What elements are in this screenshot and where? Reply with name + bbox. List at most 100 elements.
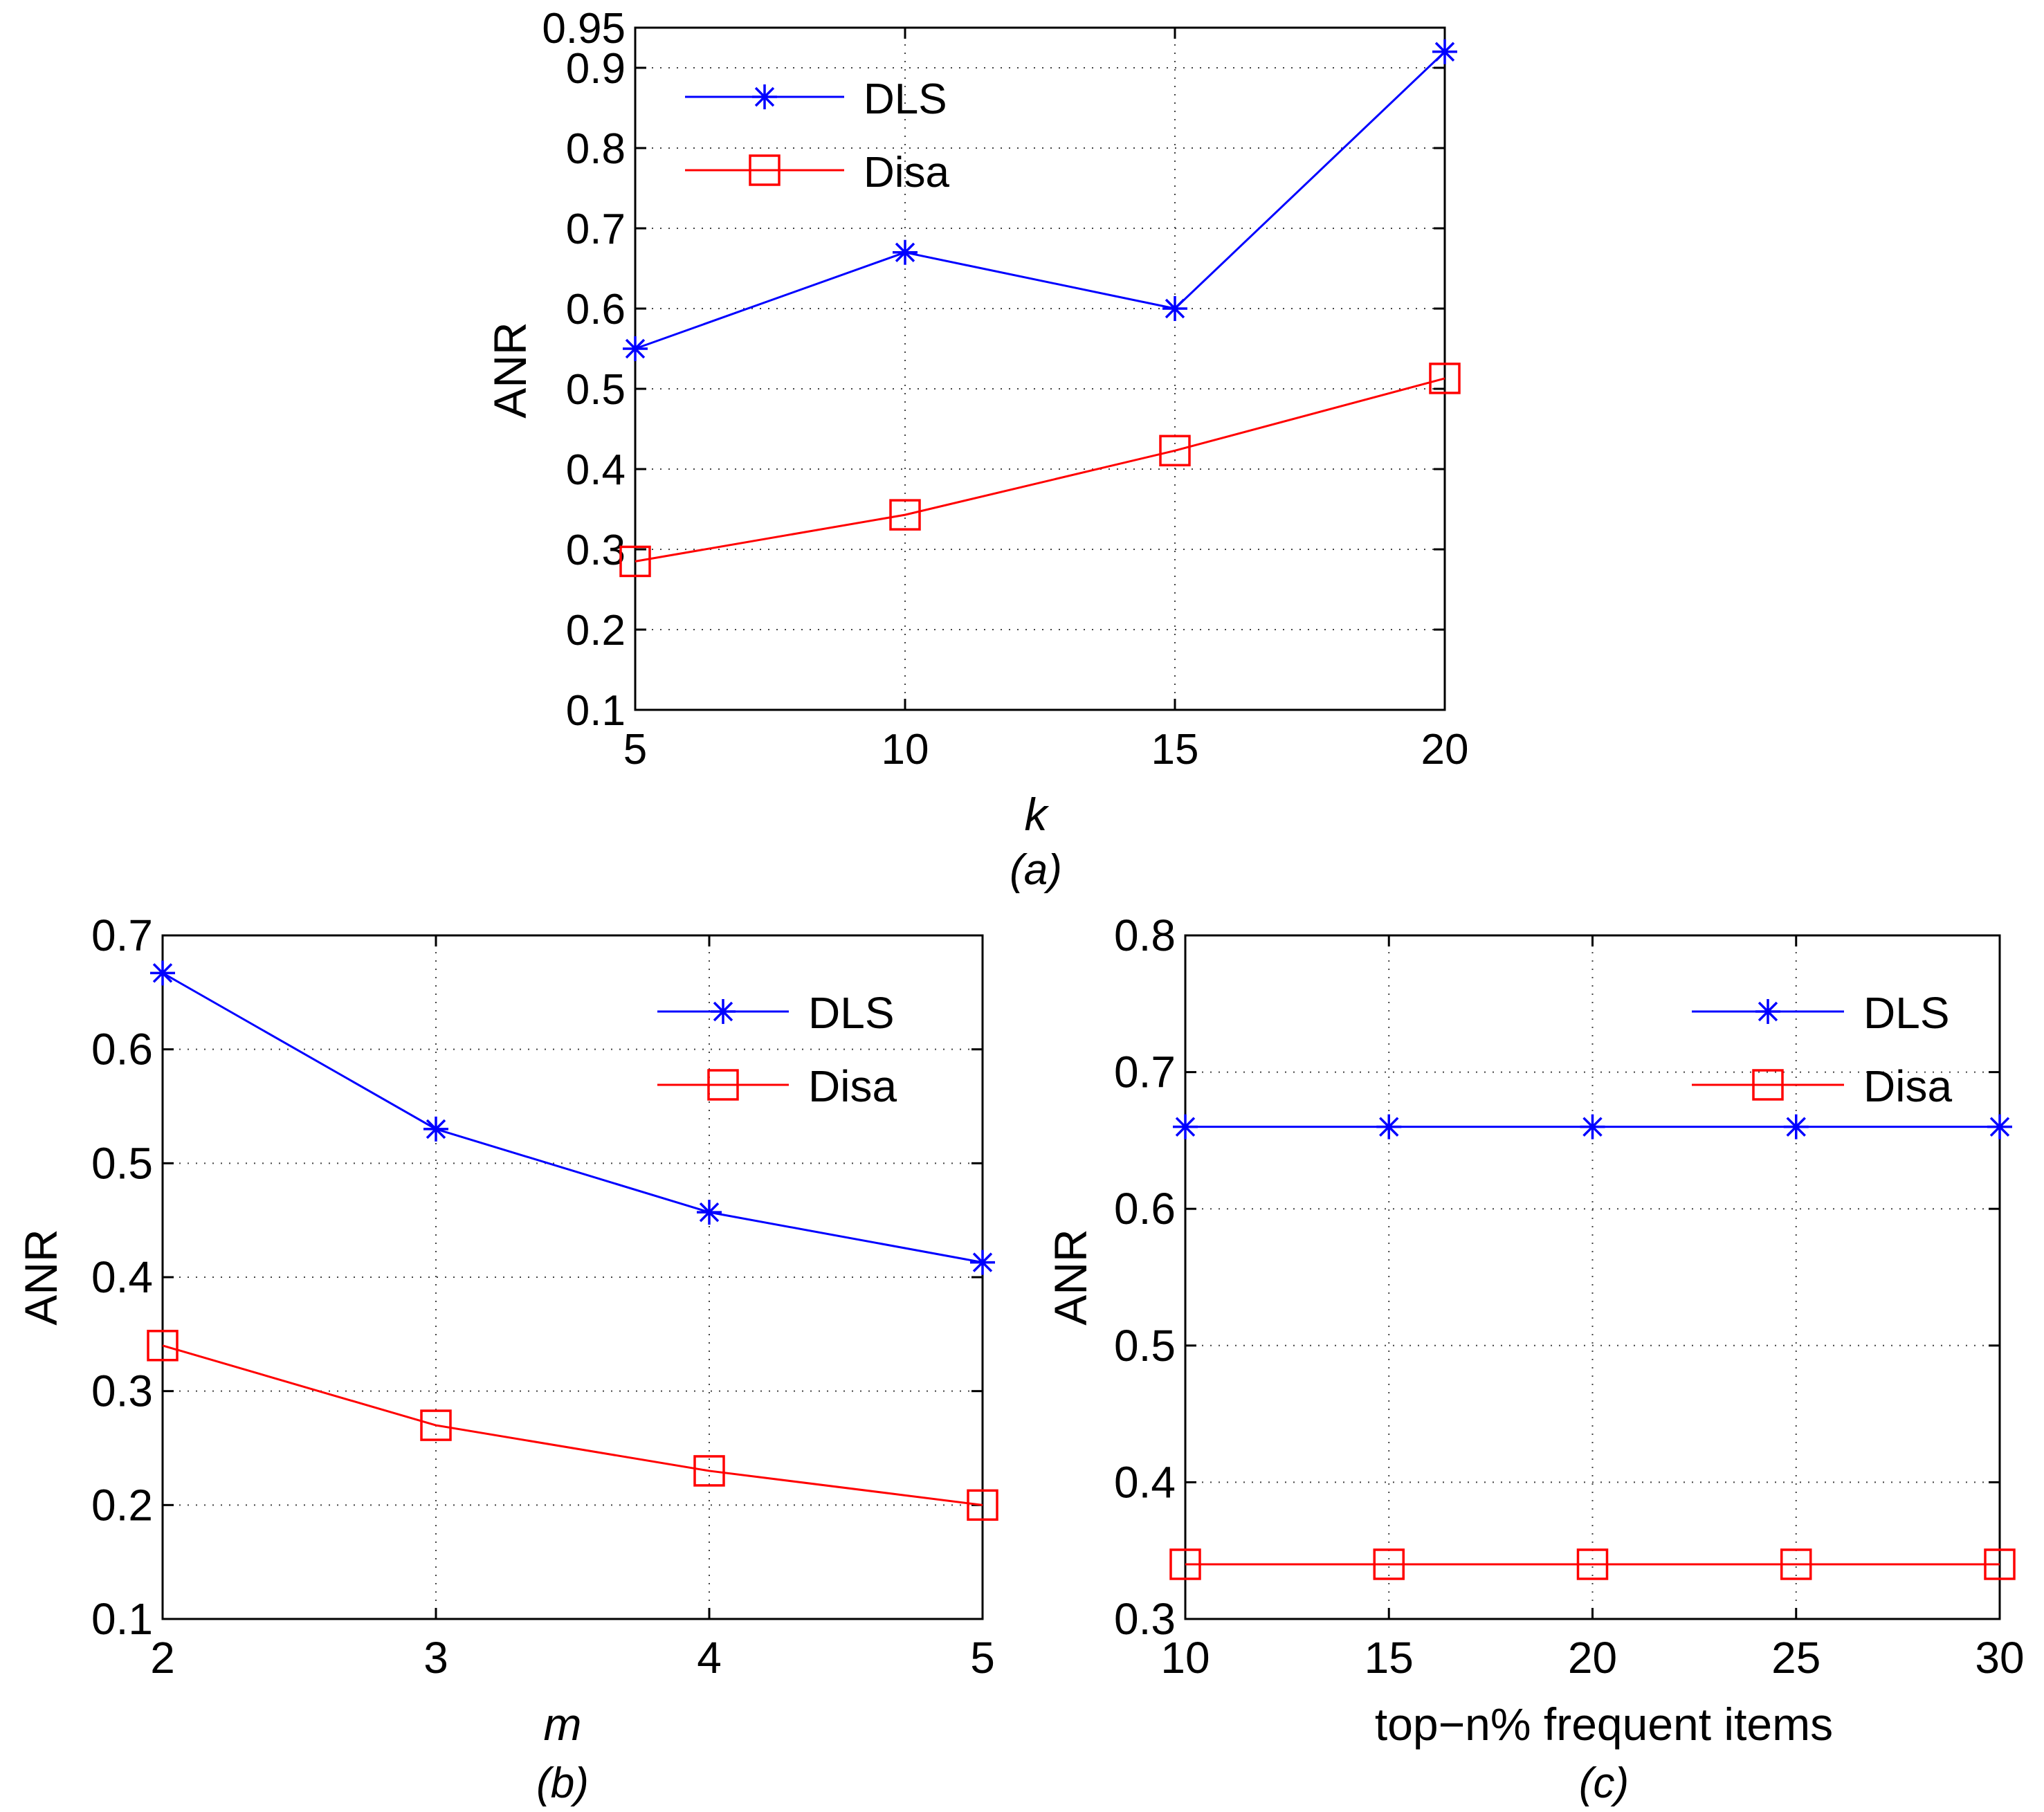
series-dls [150, 960, 995, 1275]
legend-marker-asterisk [752, 84, 777, 109]
data-point-square [1780, 1548, 1812, 1580]
data-point-square [1429, 363, 1461, 394]
x-tick-label: 2 [150, 1633, 175, 1683]
data-point-square [1984, 1548, 2016, 1580]
x-axis-label: k [1025, 789, 1050, 840]
legend-label: Disa [1863, 1061, 1952, 1111]
y-tick-label: 0.4 [1114, 1457, 1176, 1507]
x-tick-label: 5 [970, 1633, 995, 1683]
x-tick-label: 5 [623, 726, 647, 774]
data-point-square [889, 499, 921, 531]
y-tick-label: 0.5 [91, 1138, 153, 1188]
legend: DLS Disa [1692, 988, 1952, 1111]
y-tick-label: 0.4 [91, 1252, 153, 1302]
y-axis-label: ANR [484, 322, 536, 418]
legend-label: DLS [1863, 988, 1950, 1038]
data-point-square [1576, 1548, 1609, 1580]
y-tick-label: 0.7 [566, 205, 626, 253]
y-tick-label: 0.5 [566, 366, 626, 414]
data-point-square [967, 1489, 998, 1521]
x-tick-label: 20 [1568, 1633, 1617, 1683]
data-point-asterisk [623, 336, 648, 361]
y-tick-label: 0.2 [91, 1480, 153, 1530]
y-axis-label: ANR [15, 1229, 66, 1325]
data-point-asterisk [1173, 1114, 1198, 1140]
legend-marker-square [1752, 1069, 1784, 1101]
x-tick-label: 3 [423, 1633, 448, 1683]
subfigure-caption: (c) [1579, 1759, 1629, 1807]
legend-marker-square [749, 154, 781, 186]
subfigure-caption: (b) [536, 1759, 589, 1807]
y-tick-label: 0.1 [566, 687, 626, 735]
y-tick-label: 0.6 [1114, 1184, 1176, 1234]
x-tick-label: 20 [1421, 726, 1469, 774]
legend: DLS Disa [685, 75, 950, 196]
x-tick-label: 30 [1975, 1633, 2024, 1683]
gridlines [635, 28, 1445, 710]
y-tick-label: 0.2 [566, 607, 626, 655]
y-tick-label: 0.7 [91, 910, 153, 960]
data-point-square [420, 1409, 452, 1441]
series-line [635, 377, 1445, 562]
chart-c: 10 15 20 25 30 0.3 0.4 0.5 0.6 0.7 0.8 ANR top−n% fr… [1045, 910, 2025, 1807]
legend-label: Disa [808, 1061, 897, 1111]
series-dls [1173, 1114, 2012, 1140]
subfigure-caption: (a) [1010, 846, 1062, 894]
y-tick-label: 0.7 [1114, 1047, 1176, 1097]
data-point-asterisk [697, 1200, 722, 1225]
data-point-asterisk [1432, 39, 1457, 64]
data-point-square [1373, 1548, 1405, 1580]
plot-frame [161, 934, 984, 1620]
x-tick-label: 15 [1365, 1633, 1414, 1683]
series-dls [623, 39, 1457, 361]
x-tick-label: 10 [1160, 1633, 1210, 1683]
series-line [162, 1344, 983, 1506]
x-axis-label: top−n% frequent items [1375, 1699, 1833, 1750]
y-tick-label: 0.5 [1114, 1321, 1176, 1371]
y-tick-label: 0.6 [566, 286, 626, 333]
series-disa [1169, 1548, 2016, 1580]
data-point-asterisk [1783, 1114, 1809, 1140]
data-point-square [1169, 1548, 1201, 1580]
legend-marker-asterisk [711, 999, 736, 1024]
legend-label: DLS [808, 988, 895, 1038]
y-tick-label: 0.9 [566, 45, 626, 93]
data-point-square [619, 545, 651, 578]
chart-b: 2 3 4 5 0.1 0.2 0.3 0.4 0.5 0.6 0.7 ANR m (b) DLS Disa [15, 910, 998, 1807]
series-disa [147, 1330, 998, 1521]
legend-marker-square [707, 1069, 739, 1101]
x-tick-label: 15 [1151, 726, 1199, 774]
data-point-asterisk [423, 1116, 448, 1142]
data-point-asterisk [150, 960, 175, 986]
data-point-square [1159, 434, 1191, 467]
gridlines [163, 935, 983, 1619]
y-tick-label: 0.3 [91, 1366, 153, 1416]
y-tick-label: 0.3 [566, 527, 626, 574]
y-tick-label: 0.8 [1114, 910, 1176, 960]
plot-frame [634, 26, 1446, 711]
legend: DLS Disa [657, 988, 897, 1111]
x-tick-label: 10 [882, 726, 929, 774]
data-point-square [147, 1330, 179, 1362]
chart-a: 5 10 15 20 0.1 0.2 0.3 0.4 0.5 0.6 0.7 0.8 0.90.95 AN… [484, 5, 1468, 894]
x-tick-label: 25 [1771, 1633, 1821, 1683]
series-line [635, 51, 1446, 350]
y-tick-label: 0.8 [566, 125, 626, 173]
data-point-asterisk [970, 1250, 995, 1275]
data-point-asterisk [893, 239, 918, 265]
data-point-asterisk [1162, 296, 1187, 321]
y-tick-label: 0.3 [1114, 1594, 1176, 1644]
x-tick-label: 4 [697, 1633, 722, 1683]
legend-label: DLS [864, 75, 947, 123]
data-point-asterisk [1987, 1114, 2012, 1140]
data-point-asterisk [1376, 1114, 1402, 1140]
legend-marker-asterisk [1755, 999, 1780, 1024]
data-point-asterisk [1580, 1114, 1605, 1140]
y-tick-label: 0.6 [91, 1025, 153, 1074]
y-axis-label: ANR [1045, 1229, 1096, 1325]
y-tick-label: 0.4 [566, 446, 626, 494]
data-point-square [693, 1455, 725, 1487]
x-axis-label: m [544, 1699, 582, 1750]
y-tick-label: 0.95 [542, 5, 626, 53]
